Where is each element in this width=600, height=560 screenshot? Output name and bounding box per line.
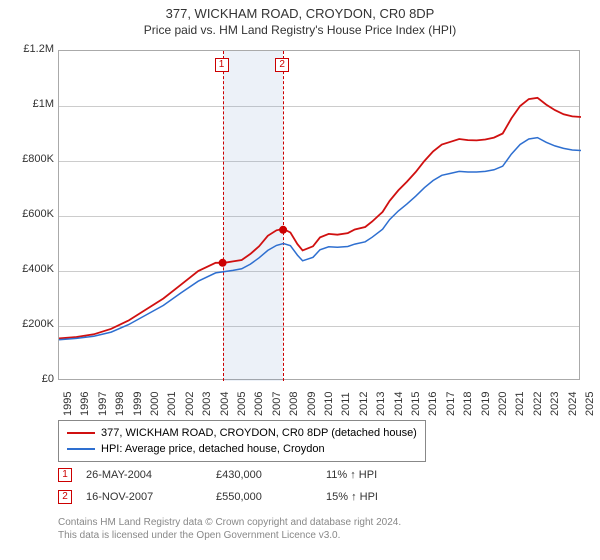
footnote-line: This data is licensed under the Open Gov… [58,529,401,542]
x-axis-label: 1997 [97,392,109,416]
x-axis-label: 1995 [62,392,74,416]
sale-dot [279,226,287,234]
x-axis-label: 2020 [497,392,509,416]
sales-row-hpi: 11% ↑ HPI [326,469,436,481]
x-axis-label: 2016 [427,392,439,416]
x-axis-label: 2015 [410,392,422,416]
y-axis-label: £1M [6,98,54,110]
sales-row: 1 26-MAY-2004£430,00011% ↑ HPI [58,464,436,486]
sales-row-date: 26-MAY-2004 [86,469,216,481]
legend-swatch [67,448,95,450]
legend-label: 377, WICKHAM ROAD, CROYDON, CR0 8DP (det… [101,427,417,439]
y-axis-label: £1.2M [6,43,54,55]
sales-row-date: 16-NOV-2007 [86,491,216,503]
x-axis-label: 2017 [445,392,457,416]
sale-dot [219,259,227,267]
sale-marker: 2 [275,58,289,72]
legend-label: HPI: Average price, detached house, Croy… [101,443,325,455]
legend-swatch [67,432,95,434]
sales-table: 1 26-MAY-2004£430,00011% ↑ HPI 2 16-NOV-200… [58,464,436,508]
y-axis-label: £400K [6,263,54,275]
chart-subtitle: Price paid vs. HM Land Registry's House … [0,23,600,37]
footnote: Contains HM Land Registry data © Crown c… [58,516,401,542]
chart-plot-area [58,50,580,380]
x-axis-label: 2023 [549,392,561,416]
x-axis-label: 2004 [219,392,231,416]
y-axis-label: £600K [6,208,54,220]
chart-series [59,51,581,381]
x-axis-label: 2022 [532,392,544,416]
x-axis-label: 2024 [567,392,579,416]
legend-item: 377, WICKHAM ROAD, CROYDON, CR0 8DP (det… [67,425,417,441]
x-axis-label: 2007 [271,392,283,416]
x-axis-label: 2025 [584,392,596,416]
sales-row-price: £550,000 [216,491,326,503]
legend-item: HPI: Average price, detached house, Croy… [67,441,417,457]
x-axis-label: 2006 [253,392,265,416]
sales-row-marker: 1 [58,468,72,482]
sale-marker: 1 [215,58,229,72]
x-axis-label: 2005 [236,392,248,416]
x-axis-label: 2019 [480,392,492,416]
x-axis-label: 2001 [166,392,178,416]
x-axis-label: 2003 [201,392,213,416]
x-axis-label: 1999 [132,392,144,416]
sales-row-price: £430,000 [216,469,326,481]
series-price_paid [59,98,581,339]
sales-row-marker: 2 [58,490,72,504]
y-axis-label: £0 [6,373,54,385]
x-axis-label: 2013 [375,392,387,416]
x-axis-label: 2010 [323,392,335,416]
x-axis-label: 2012 [358,392,370,416]
x-axis-label: 1996 [79,392,91,416]
x-axis-label: 2021 [514,392,526,416]
sales-row: 2 16-NOV-2007£550,00015% ↑ HPI [58,486,436,508]
x-axis-label: 2008 [288,392,300,416]
x-axis-label: 2009 [306,392,318,416]
chart-title: 377, WICKHAM ROAD, CROYDON, CR0 8DP [0,6,600,21]
chart-titles: 377, WICKHAM ROAD, CROYDON, CR0 8DP Price… [0,0,600,37]
x-axis-label: 2018 [462,392,474,416]
x-axis-label: 1998 [114,392,126,416]
footnote-line: Contains HM Land Registry data © Crown c… [58,516,401,529]
sales-row-hpi: 15% ↑ HPI [326,491,436,503]
x-axis-label: 2014 [393,392,405,416]
y-axis-label: £800K [6,153,54,165]
y-axis-label: £200K [6,318,54,330]
chart-legend: 377, WICKHAM ROAD, CROYDON, CR0 8DP (det… [58,420,426,462]
x-axis-label: 2002 [184,392,196,416]
x-axis-label: 2000 [149,392,161,416]
x-axis-label: 2011 [340,392,352,416]
